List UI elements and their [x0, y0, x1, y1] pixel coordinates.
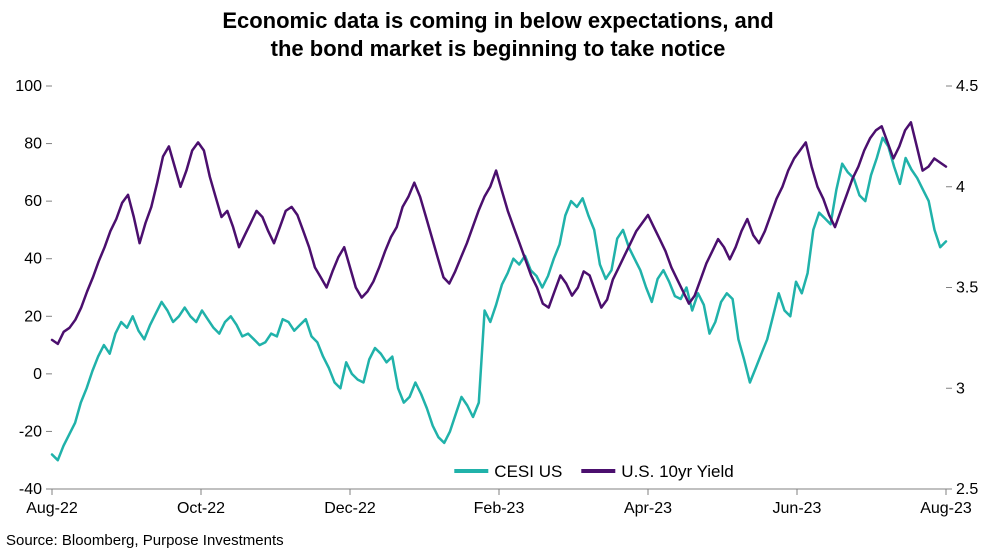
- chart-title: Economic data is coming in below expecta…: [222, 8, 773, 61]
- x-tick-label: Aug-22: [26, 500, 78, 517]
- y-left-tick-label: 40: [24, 251, 42, 268]
- y-right-tick-label: 2.5: [956, 481, 978, 498]
- series-group: [52, 122, 946, 460]
- y-right-tick-label: 3.5: [956, 280, 978, 297]
- chart-svg: Economic data is coming in below expecta…: [0, 0, 996, 553]
- chart-container: Economic data is coming in below expecta…: [0, 0, 996, 553]
- legend: CESI US U.S. 10yr Yield: [454, 462, 733, 481]
- y-left-tick-label: 60: [24, 193, 42, 210]
- y-right-tick-label: 4.5: [956, 78, 978, 95]
- y-left-tick-label: 20: [24, 308, 42, 325]
- legend-label: U.S. 10yr Yield: [621, 462, 733, 481]
- legend-label: CESI US: [494, 462, 562, 481]
- x-tick-label: Oct-22: [177, 500, 225, 517]
- y-left-tick-label: 0: [33, 366, 42, 383]
- y-right-tick-label: 4: [956, 179, 965, 196]
- source-label: Source: Bloomberg, Purpose Investments: [6, 532, 284, 549]
- axes: -40 -20 0 20 40 60 80 100 2.5 3 3.5 4 4.5 Aug-22 Oct-2…: [15, 78, 978, 517]
- y-left-tick-label: -40: [19, 481, 42, 498]
- x-tick-label: Feb-23: [474, 500, 525, 517]
- y-left-tick-label: -20: [19, 423, 42, 440]
- x-tick-label: Apr-23: [624, 500, 672, 517]
- x-tick-label: Dec-22: [324, 500, 376, 517]
- series-line-cesi-us: [52, 138, 946, 460]
- y-right-tick-label: 3: [956, 380, 965, 397]
- y-left-tick-label: 80: [24, 136, 42, 153]
- x-tick-label: Jun-23: [773, 500, 822, 517]
- y-left-tick-label: 100: [15, 78, 42, 95]
- svg-text:the bond market is beginning t: the bond market is beginning to take not…: [271, 36, 726, 61]
- x-tick-label: Aug-23: [920, 500, 972, 517]
- svg-text:Economic data is coming in bel: Economic data is coming in below expecta…: [222, 8, 773, 33]
